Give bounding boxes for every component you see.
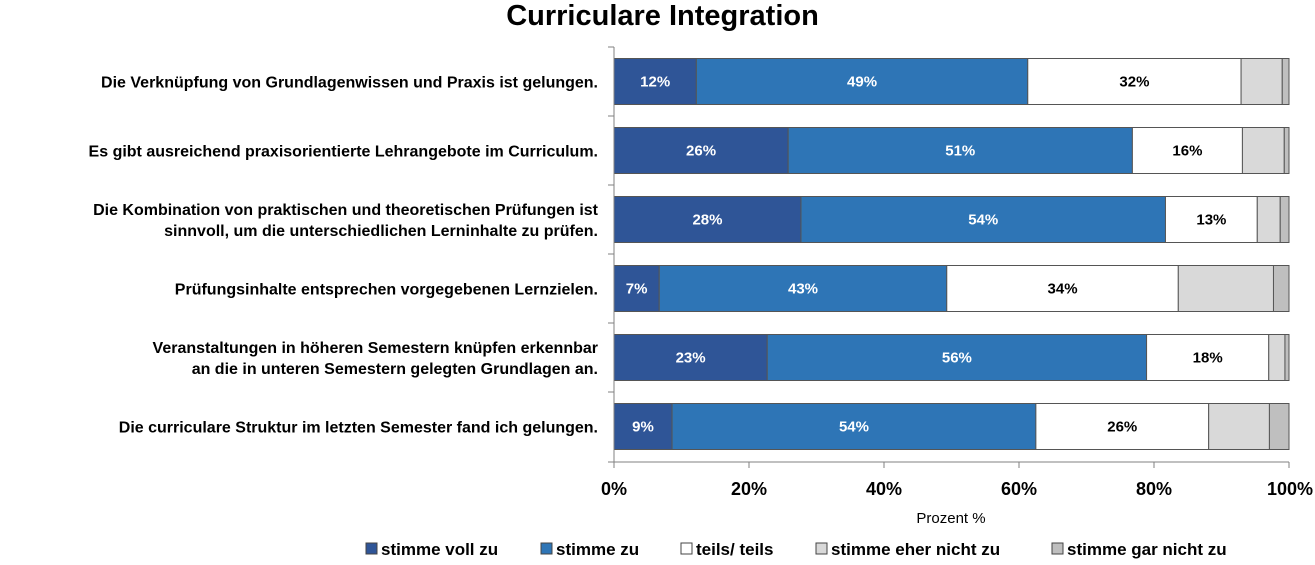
bar-segment xyxy=(946,265,1179,312)
x-tick-label: 20% xyxy=(731,479,767,499)
legend-swatch xyxy=(1051,542,1064,555)
bar-segment xyxy=(613,196,802,243)
bar-segment xyxy=(1283,127,1290,174)
category-label: Die Verknüpfung von Grundlagenwissen und… xyxy=(101,75,598,92)
x-tick-label: 0% xyxy=(601,479,627,499)
x-tick-label: 40% xyxy=(866,479,902,499)
x-axis-title: Prozent % xyxy=(916,510,985,527)
data-label: 26% xyxy=(686,143,716,160)
category-label: Die Kombination von praktischen und theo… xyxy=(93,202,599,219)
x-tick-label: 60% xyxy=(1001,479,1037,499)
bar-segment xyxy=(1268,334,1286,381)
bar-segment xyxy=(1279,196,1290,243)
data-label: 49% xyxy=(847,74,877,91)
legend-label: stimme voll zu xyxy=(381,540,498,559)
data-label: 16% xyxy=(1172,143,1202,160)
bar-segment xyxy=(1240,58,1283,105)
data-label: 56% xyxy=(942,350,972,367)
x-tick-label: 80% xyxy=(1136,479,1172,499)
data-label: 28% xyxy=(692,212,722,229)
legend-label: stimme zu xyxy=(556,540,639,559)
legend-swatch xyxy=(365,542,378,555)
legend-swatch xyxy=(540,542,553,555)
bar-segment xyxy=(1281,58,1290,105)
data-label: 13% xyxy=(1196,212,1226,229)
data-label: 18% xyxy=(1193,350,1223,367)
category-label: Veranstaltungen in höheren Semestern knü… xyxy=(153,340,598,357)
chart-title: Curriculare Integration xyxy=(506,0,819,32)
data-label: 26% xyxy=(1107,419,1137,436)
category-label: sinnvoll, um die unterschiedlichen Lerni… xyxy=(164,223,598,240)
data-label: 34% xyxy=(1048,281,1078,298)
bar-segment xyxy=(1284,334,1290,381)
bar-segment xyxy=(1177,265,1274,312)
category-label: Es gibt ausreichend praxisorientierte Le… xyxy=(89,144,598,161)
bar-segment xyxy=(800,196,1166,243)
x-tick-label: 100% xyxy=(1267,479,1313,499)
category-label: Die curriculare Struktur im letzten Seme… xyxy=(119,420,598,437)
data-label: 54% xyxy=(839,419,869,436)
bar-segment xyxy=(1241,127,1285,174)
bar-segment xyxy=(1035,403,1210,450)
data-label: 23% xyxy=(676,350,706,367)
data-label: 32% xyxy=(1119,74,1149,91)
data-label: 9% xyxy=(632,419,654,436)
bar-segment xyxy=(1208,403,1270,450)
data-label: 54% xyxy=(968,212,998,229)
bar-segment xyxy=(1027,58,1242,105)
bar-segment xyxy=(766,334,1148,381)
bar-segment xyxy=(1256,196,1281,243)
data-label: 7% xyxy=(626,281,648,298)
category-label: an die in unteren Semestern gelegten Gru… xyxy=(192,361,598,378)
bar-segment xyxy=(671,403,1037,450)
data-label: 43% xyxy=(788,281,818,298)
legend-swatch xyxy=(815,542,828,555)
bar-segment xyxy=(613,58,697,105)
bar-segment xyxy=(695,58,1029,105)
bar-segment xyxy=(613,334,768,381)
bar-segment xyxy=(1268,403,1290,450)
bar-segment xyxy=(1272,265,1290,312)
bar-segment xyxy=(1164,196,1258,243)
legend-label: stimme gar nicht zu xyxy=(1067,540,1227,559)
data-label: 12% xyxy=(640,74,670,91)
category-label: Prüfungsinhalte entsprechen vorgegebenen… xyxy=(175,282,598,299)
legend-label: stimme eher nicht zu xyxy=(831,540,1000,559)
data-label: 51% xyxy=(945,143,975,160)
legend-label: teils/ teils xyxy=(696,540,773,559)
bar-segment xyxy=(1131,127,1243,174)
bar-segment xyxy=(658,265,948,312)
bar-segment xyxy=(613,403,673,450)
legend-swatch xyxy=(680,542,693,555)
